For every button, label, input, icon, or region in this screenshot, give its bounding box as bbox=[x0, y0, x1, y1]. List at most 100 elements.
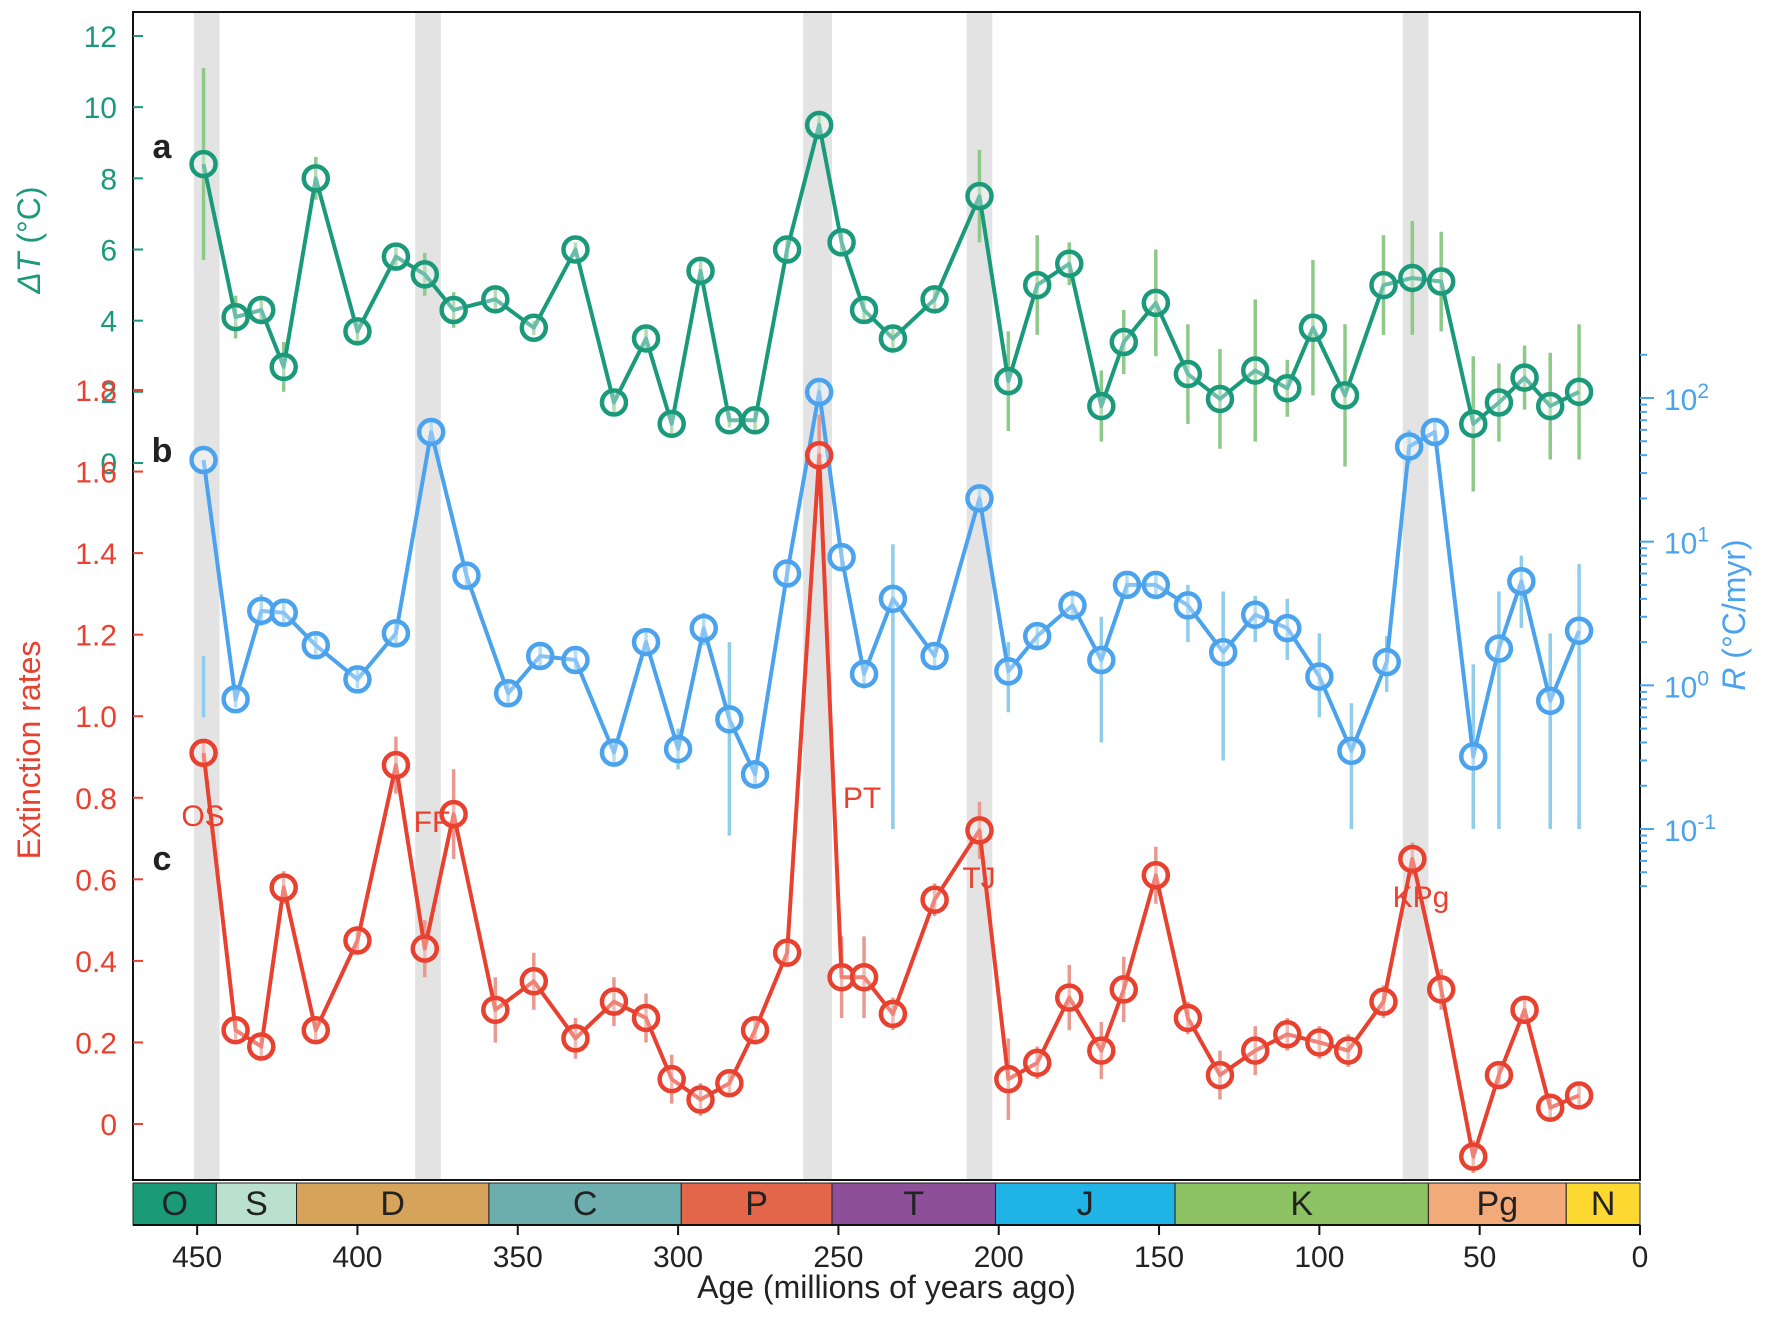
data-point bbox=[1398, 844, 1427, 874]
data-point bbox=[410, 934, 440, 963]
data-point bbox=[439, 295, 468, 325]
period-label-Pg: Pg bbox=[1477, 1185, 1519, 1223]
y-tick-label-b-exp: 2 bbox=[1697, 380, 1709, 403]
data-point bbox=[1109, 975, 1139, 1004]
data-point bbox=[1022, 270, 1052, 300]
data-point bbox=[631, 627, 661, 657]
data-point bbox=[599, 388, 629, 417]
data-point bbox=[1337, 736, 1366, 766]
data-point bbox=[1459, 742, 1488, 771]
data-point bbox=[715, 705, 744, 734]
data-point bbox=[686, 1085, 715, 1114]
extinction-band-FF bbox=[415, 12, 441, 1180]
data-point bbox=[301, 631, 331, 660]
y-tick-label-b-base: 10 bbox=[1664, 528, 1697, 561]
y-axis-title-c: Extinction rates bbox=[11, 641, 47, 860]
event-label-OS: OS bbox=[181, 800, 224, 833]
data-point bbox=[1087, 645, 1116, 675]
period-box-Pg bbox=[1427, 1182, 1567, 1226]
y-tick-label-c: 0 bbox=[100, 1109, 117, 1142]
data-point bbox=[1510, 995, 1539, 1025]
data-point bbox=[1273, 1020, 1302, 1049]
data-point bbox=[1112, 570, 1142, 600]
y-tick-label-b-base: 10 bbox=[1664, 671, 1697, 704]
data-point bbox=[1484, 388, 1514, 417]
x-tick-label: 400 bbox=[332, 1241, 382, 1274]
data-point bbox=[269, 352, 298, 382]
data-point bbox=[269, 873, 298, 902]
data-point bbox=[439, 799, 468, 829]
data-point bbox=[1173, 359, 1203, 389]
y-tick-label-a: 10 bbox=[84, 92, 117, 125]
data-point bbox=[381, 619, 411, 648]
y-axis-title-a-unit: (°C) bbox=[11, 186, 47, 252]
x-tick-label: 300 bbox=[653, 1241, 703, 1274]
data-point bbox=[715, 1068, 744, 1098]
data-point bbox=[301, 164, 331, 193]
y-tick-label-b-base: 10 bbox=[1664, 384, 1697, 417]
data-point bbox=[561, 1024, 590, 1053]
data-point bbox=[1564, 1081, 1594, 1110]
panel-label-b: b bbox=[152, 432, 173, 470]
y-axis-title-b: R (°C/myr) bbox=[1716, 539, 1752, 690]
data-point bbox=[247, 295, 276, 325]
data-point bbox=[1240, 356, 1270, 385]
y-tick-label-c: 1.6 bbox=[75, 457, 117, 490]
data-point bbox=[772, 938, 802, 967]
data-point bbox=[1273, 613, 1302, 643]
data-point bbox=[740, 1015, 770, 1045]
data-point bbox=[343, 317, 372, 346]
data-point bbox=[525, 641, 555, 671]
data-point bbox=[1305, 1028, 1334, 1057]
data-point bbox=[301, 1015, 331, 1045]
x-tick-label: 0 bbox=[1632, 1241, 1649, 1274]
period-label-D: D bbox=[380, 1185, 405, 1223]
data-point bbox=[965, 816, 994, 845]
data-point bbox=[1208, 637, 1238, 667]
data-point bbox=[1535, 1093, 1565, 1122]
data-point bbox=[804, 377, 834, 407]
data-point bbox=[827, 542, 856, 572]
data-point bbox=[1240, 600, 1270, 629]
panel-label-c: c bbox=[153, 840, 172, 878]
period-box-O bbox=[132, 1182, 217, 1226]
y-tick-label-b-exp: -1 bbox=[1697, 811, 1716, 834]
event-label-TJ: TJ bbox=[962, 862, 995, 895]
period-label-C: C bbox=[573, 1185, 598, 1223]
x-tick-label: 200 bbox=[974, 1241, 1024, 1274]
data-point bbox=[772, 559, 802, 588]
data-series bbox=[189, 68, 1594, 1173]
data-point bbox=[493, 679, 523, 708]
data-point bbox=[827, 228, 856, 257]
y-tick-label-b: 101 bbox=[1664, 524, 1709, 561]
data-point bbox=[631, 324, 661, 353]
period-label-T: T bbox=[903, 1185, 924, 1223]
data-point bbox=[221, 1015, 250, 1045]
data-point bbox=[772, 235, 802, 264]
data-point bbox=[1459, 1142, 1488, 1171]
y-tick-label-b-exp: 1 bbox=[1697, 524, 1709, 547]
y-tick-label-c: 1.2 bbox=[75, 620, 117, 653]
data-point bbox=[804, 110, 834, 140]
x-axis-title: Age (millions of years ago) bbox=[697, 1269, 1076, 1305]
data-point bbox=[1205, 384, 1235, 414]
y-tick-label-c: 0.8 bbox=[75, 783, 117, 816]
x-tick-label: 100 bbox=[1294, 1241, 1344, 1274]
data-point bbox=[1535, 686, 1565, 716]
series-c bbox=[189, 414, 1594, 1173]
data-point bbox=[1426, 267, 1456, 296]
data-point bbox=[481, 995, 510, 1025]
data-point bbox=[849, 295, 879, 325]
data-point bbox=[1273, 374, 1302, 403]
series-a bbox=[189, 68, 1594, 492]
data-point bbox=[994, 657, 1023, 686]
y-tick-label-c: 0.6 bbox=[75, 864, 117, 897]
x-tick-label: 250 bbox=[813, 1241, 863, 1274]
data-point bbox=[561, 235, 590, 264]
data-point bbox=[1087, 1036, 1116, 1065]
data-point bbox=[849, 659, 879, 689]
period-label-O: O bbox=[161, 1185, 187, 1223]
data-point bbox=[689, 613, 718, 643]
data-point bbox=[804, 440, 834, 470]
data-point bbox=[1022, 621, 1052, 651]
